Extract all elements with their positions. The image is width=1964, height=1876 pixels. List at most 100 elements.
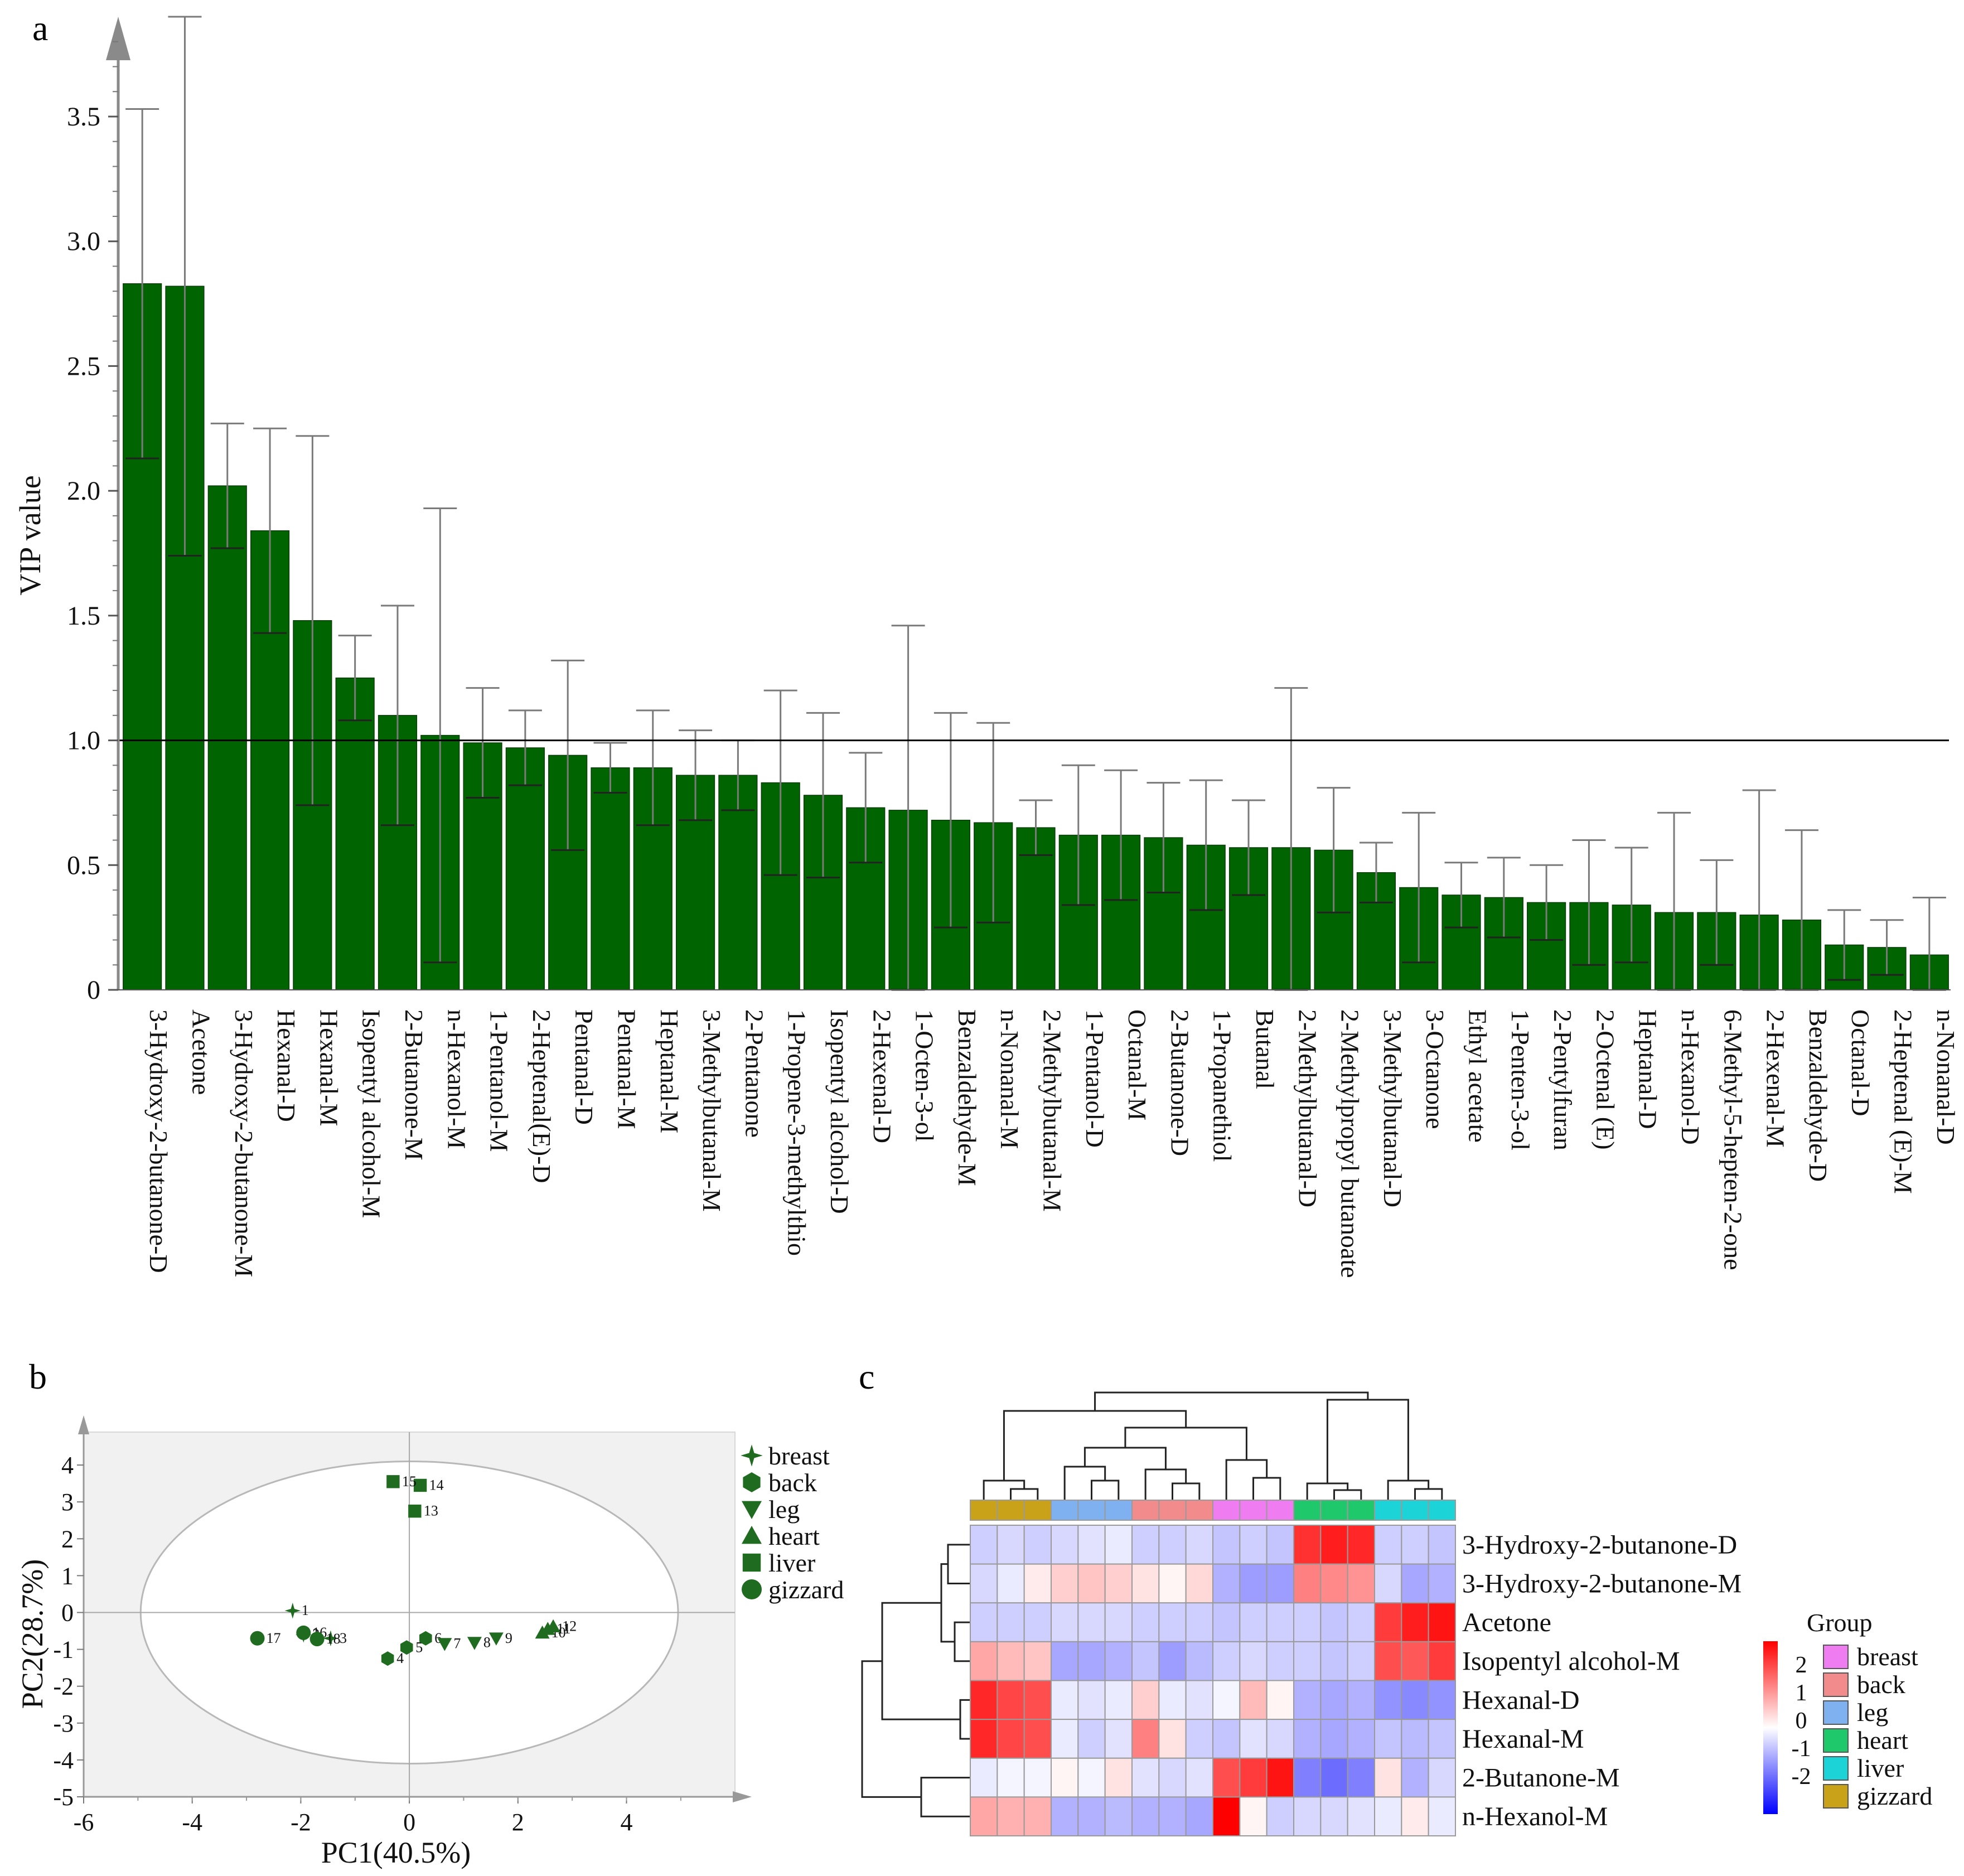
pca-x-arrow xyxy=(733,1791,752,1802)
heatmap-cell xyxy=(1401,1525,1429,1565)
heatmap-cell xyxy=(1185,1757,1214,1798)
heatmap-cell xyxy=(1374,1525,1402,1565)
group-annotation-cell xyxy=(1401,1500,1429,1521)
category-label: 2-Methylbutanal-M xyxy=(1038,1009,1067,1212)
heatmap-cell xyxy=(1401,1563,1429,1604)
heatmap-cell xyxy=(1293,1563,1322,1604)
group-annotation-cell xyxy=(1185,1500,1214,1521)
group-annotation-cell xyxy=(996,1500,1025,1521)
row-dendro-link xyxy=(954,1621,970,1662)
pca-point-liver xyxy=(408,1505,422,1518)
heatmap-cell xyxy=(1239,1602,1268,1642)
group-legend-swatch-back xyxy=(1823,1672,1849,1697)
color-scale-label: 0 xyxy=(1796,1708,1807,1734)
pca-y-tick-label: 4 xyxy=(61,1452,74,1479)
heatmap-cell xyxy=(1320,1757,1348,1798)
group-legend-label: gizzard xyxy=(1857,1782,1932,1810)
y-axis-arrow xyxy=(106,17,130,60)
category-label: 2-Methylbutanal-D xyxy=(1293,1009,1322,1207)
group-annotation-cell xyxy=(1428,1500,1457,1521)
heatmap-cell xyxy=(1185,1563,1214,1604)
heatmap-cell xyxy=(1347,1563,1376,1604)
heatmap-cell xyxy=(1428,1719,1457,1759)
dendro-link xyxy=(983,1479,1025,1500)
heatmap-cell xyxy=(1131,1796,1160,1836)
pca-point-leg xyxy=(488,1632,504,1646)
heatmap-row-label: Acetone xyxy=(1462,1608,1551,1637)
category-label: 1-Propanethiol xyxy=(1208,1009,1237,1162)
heatmap-cell xyxy=(1051,1680,1079,1720)
heatmap-cell xyxy=(1077,1680,1106,1720)
category-label: 2-Octenal (E) xyxy=(1591,1009,1619,1150)
y-tick-label: 1.0 xyxy=(67,726,100,756)
heatmap-row-label: 2-Butanone-M xyxy=(1462,1763,1620,1793)
heatmap-cell xyxy=(1212,1757,1241,1798)
pca-point-breast xyxy=(322,1630,339,1647)
heatmap-cell xyxy=(1320,1680,1348,1720)
heatmap-cell xyxy=(1051,1796,1079,1836)
dendro-link xyxy=(1124,1427,1247,1460)
heatmap-cell xyxy=(970,1757,998,1798)
pca-point-gizzard xyxy=(296,1625,311,1640)
dendro-link xyxy=(1225,1459,1268,1500)
heatmap-row-label: Isopentyl alcohol-M xyxy=(1462,1647,1680,1676)
pca-point-back xyxy=(381,1651,394,1666)
heatmap-cell xyxy=(1104,1757,1133,1798)
heatmap-cell xyxy=(996,1641,1025,1681)
pca-y-tick-label: 2 xyxy=(61,1525,74,1553)
color-scale-label: 1 xyxy=(1796,1680,1807,1706)
group-annotation-cell xyxy=(1077,1500,1106,1521)
panel-b-letter: b xyxy=(29,1357,47,1396)
pca-legend-label: leg xyxy=(768,1495,800,1524)
pca-legend-label: liver xyxy=(768,1549,815,1577)
category-label: n-Nonanal-D xyxy=(1932,1009,1960,1145)
pca-legend-marker-gizzard xyxy=(742,1579,762,1599)
heatmap-cell xyxy=(1131,1602,1160,1642)
heatmap-cell xyxy=(1428,1757,1457,1798)
category-label: n-Nonanal-M xyxy=(995,1009,1024,1149)
heatmap-cell xyxy=(1428,1602,1457,1642)
category-label: Acetone xyxy=(187,1009,215,1095)
pca-point-label: 18 xyxy=(326,1631,341,1647)
pca-point-label: 12 xyxy=(562,1618,577,1635)
heatmap-cell xyxy=(1185,1680,1214,1720)
category-label: 3-Methylbutanal-D xyxy=(1378,1009,1407,1207)
category-label: n-Hexanol-M xyxy=(442,1009,471,1149)
heatmap-cell xyxy=(1077,1641,1106,1681)
heatmap-cell xyxy=(1131,1563,1160,1604)
pca-point-label: 15 xyxy=(402,1473,417,1490)
heatmap-cell xyxy=(1077,1719,1106,1759)
heatmap-cell xyxy=(1104,1525,1133,1565)
dendro-link xyxy=(1094,1391,1369,1411)
heatmap-cell xyxy=(1374,1563,1402,1604)
category-label: Butanal xyxy=(1251,1009,1279,1089)
heatmap-cell xyxy=(1239,1525,1268,1565)
heatmap-panel: 3-Hydroxy-2-butanone-D 3-Hydroxy-2-butano… xyxy=(861,1391,1932,1836)
heatmap-cell xyxy=(970,1719,998,1759)
y-tick-label: 1.5 xyxy=(67,601,100,631)
heatmap-cell xyxy=(996,1680,1025,1720)
heatmap-cell xyxy=(1104,1563,1133,1604)
heatmap-cell xyxy=(1212,1796,1241,1836)
vip-bar xyxy=(505,747,545,990)
y-tick-label: 3.5 xyxy=(67,102,100,132)
group-legend-label: breast xyxy=(1857,1642,1918,1671)
group-annotation-cell xyxy=(1158,1500,1187,1521)
panel-c-letter: c xyxy=(859,1357,874,1396)
heatmap-cell xyxy=(1266,1757,1295,1798)
heatmap-cell xyxy=(1158,1719,1187,1759)
category-label: Heptanal-D xyxy=(1634,1009,1662,1129)
heatmap-cell xyxy=(996,1719,1025,1759)
heatmap-cell xyxy=(970,1525,998,1565)
pca-x-tick-label: 4 xyxy=(621,1809,633,1836)
category-label: 3-Octanone xyxy=(1421,1009,1449,1129)
pca-x-tick-label: 0 xyxy=(403,1809,415,1836)
color-scale-label: -2 xyxy=(1792,1764,1811,1790)
heatmap-cell xyxy=(1212,1525,1241,1565)
heatmap-cell xyxy=(1401,1680,1429,1720)
pca-point-label: 14 xyxy=(429,1477,444,1493)
heatmap-cell xyxy=(970,1680,998,1720)
